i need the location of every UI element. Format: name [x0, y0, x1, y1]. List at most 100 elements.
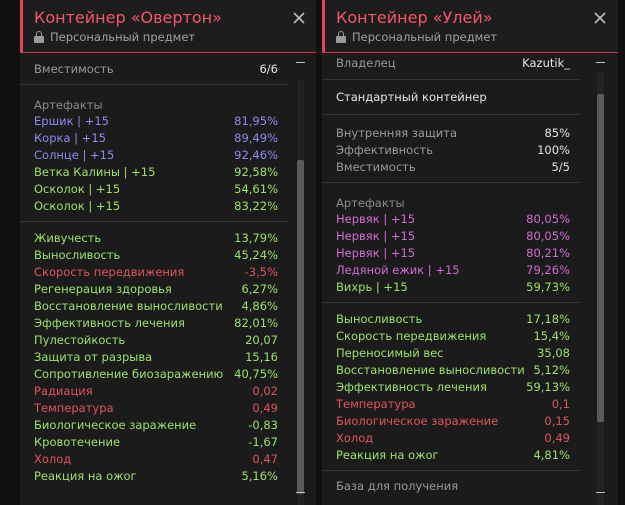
stat-row-name: Регенерация здоровья: [34, 281, 172, 296]
artifact-row: Нервяк | +15 80,05%: [322, 227, 580, 244]
stat-row-value: 5,16%: [241, 468, 278, 483]
property-row-name: Внутренняя защита: [336, 125, 458, 140]
divider: [20, 221, 288, 222]
props-list: Внутренняя защита 85% Эффективность 100% Вме…: [322, 122, 580, 175]
close-button[interactable]: [592, 10, 608, 26]
artifact-row: Нервяк | +15 80,21%: [322, 244, 580, 261]
panel-subtitle: Персональный предмет: [34, 30, 195, 44]
scrollbar[interactable]: [597, 72, 604, 505]
lock-icon: [336, 31, 346, 43]
stat-row: Живучесть 13,79%: [20, 229, 288, 246]
divider: [322, 182, 580, 183]
artifact-row-name: Осколок | +15: [34, 181, 121, 196]
property-row-value: 85%: [544, 125, 570, 140]
stat-row-value: 4,86%: [241, 298, 278, 313]
stat-row-name: Живучесть: [34, 230, 102, 245]
artifact-row: Осколок | +15 83,22%: [20, 197, 288, 214]
divider: [322, 470, 580, 471]
artifacts-list: Ершик | +15 81,95% Корка | +15 89,49% Солнце…: [20, 112, 288, 214]
artifact-row-name: Ледяной ежик | +15: [336, 262, 460, 277]
stat-row-name: Биологическое заражение: [34, 417, 197, 432]
owner-value: Kazutik_: [522, 56, 570, 70]
stat-row-name: Температура: [336, 396, 416, 411]
divider: [322, 79, 580, 80]
stats-list: Выносливость 17,18% Скорость передвижения 1…: [322, 310, 580, 463]
close-button[interactable]: [291, 10, 307, 26]
artifact-row-value: 80,21%: [526, 245, 570, 260]
capacity-label: Вместимость: [34, 61, 114, 76]
panel-title: Контейнер «Овертон»: [34, 8, 222, 27]
scrollbar[interactable]: [297, 80, 304, 505]
stat-row-value: 0,49: [252, 400, 278, 415]
container-overton-panel: Контейнер «Овертон» Персональный предмет…: [20, 0, 316, 505]
stat-row-value: 0,49: [544, 430, 570, 445]
stat-row: Радиация 0,02: [20, 382, 288, 399]
stat-row: Выносливость 45,24%: [20, 246, 288, 263]
stat-row: Выносливость 17,18%: [322, 310, 580, 327]
container-uley-panel: Контейнер «Улей» Персональный предмет Вл…: [322, 0, 618, 505]
stat-row: Восстановление выносливости 5,12%: [322, 361, 580, 378]
panel-content: Вместимость 6/6 Артефакты Ершик | +15 81,…: [20, 53, 288, 505]
artifact-row-value: 92,58%: [234, 164, 278, 179]
stat-row-value: 17,18%: [526, 311, 570, 326]
stat-row-name: Радиация: [34, 383, 93, 398]
panel-header: [322, 0, 618, 53]
artifact-row-value: 80,05%: [526, 211, 570, 226]
subtitle-text: Персональный предмет: [50, 30, 196, 44]
stat-row-value: -3,5%: [244, 264, 278, 279]
scroll-bottom-cap: [296, 492, 305, 493]
artifact-row: Вихрь | +15 59,73%: [322, 278, 580, 295]
scroll-thumb[interactable]: [297, 160, 304, 494]
stat-row: Скорость передвижения 15,4%: [322, 327, 580, 344]
stat-row-value: 59,13%: [526, 379, 570, 394]
stat-row-name: Защита от разрыва: [34, 349, 153, 364]
stat-row: Эффективность лечения 59,13%: [322, 378, 580, 395]
close-icon: [293, 12, 305, 24]
stat-row-value: 20,07: [245, 332, 278, 347]
artifact-row: Ветка Калины | +15 92,58%: [20, 163, 288, 180]
artifact-row: Ледяной ежик | +15 79,26%: [322, 261, 580, 278]
stat-row-value: 15,4%: [533, 328, 570, 343]
background-strip: [0, 0, 20, 505]
artifact-row: Нервяк | +15 80,05%: [322, 210, 580, 227]
divider: [322, 302, 580, 303]
stat-row-value: 82,01%: [234, 315, 278, 330]
stat-row-name: Холод: [336, 430, 374, 445]
artifact-row: Осколок | +15 54,61%: [20, 180, 288, 197]
property-row-value: 100%: [537, 142, 570, 157]
artifact-row: Солнце | +15 92,46%: [20, 146, 288, 163]
footer-label: База для получения: [336, 479, 459, 493]
stat-row: Холод 0,47: [20, 450, 288, 467]
stat-row-name: Выносливость: [34, 247, 121, 262]
scroll-thumb[interactable]: [597, 94, 604, 422]
artifact-row: Корка | +15 89,49%: [20, 129, 288, 146]
background-strip: [618, 0, 625, 505]
panel-title: Контейнер «Улей»: [336, 8, 493, 27]
stat-row-value: 0,1: [551, 396, 570, 411]
subtitle-text: Персональный предмет: [352, 30, 498, 44]
stat-row: Температура 0,1: [322, 395, 580, 412]
stat-row-value: 45,24%: [234, 247, 278, 262]
owner-row: Владелец Kazutik_: [322, 54, 580, 72]
artifact-row-value: 80,05%: [526, 228, 570, 243]
close-icon: [594, 12, 606, 24]
panel-content: Владелец Kazutik_ Стандартный контейнер …: [322, 53, 580, 505]
stat-row-value: 40,75%: [234, 366, 278, 381]
stat-row: Эффективность лечения 82,01%: [20, 314, 288, 331]
property-row-value: 5/5: [551, 159, 570, 174]
panel-header: [20, 0, 316, 53]
panel-gap: [316, 0, 322, 505]
scroll-top-cap: [296, 62, 305, 63]
artifact-row: Ершик | +15 81,95%: [20, 112, 288, 129]
artifact-row-name: Осколок | +15: [34, 198, 121, 213]
artifact-row-value: 89,49%: [234, 130, 278, 145]
stat-row: Биологическое заражение 0,15: [322, 412, 580, 429]
property-row: Внутренняя защита 85%: [322, 124, 580, 141]
stat-row-value: 0,47: [252, 451, 278, 466]
capacity-value: 6/6: [259, 61, 278, 76]
stat-row-name: Сопротивление биозаражению: [34, 366, 224, 381]
stat-row-value: -1,67: [248, 434, 278, 449]
stat-row: Пулестойкость 20,07: [20, 331, 288, 348]
stat-row-value: 4,81%: [533, 447, 570, 462]
artifact-row-name: Нервяк | +15: [336, 211, 416, 226]
